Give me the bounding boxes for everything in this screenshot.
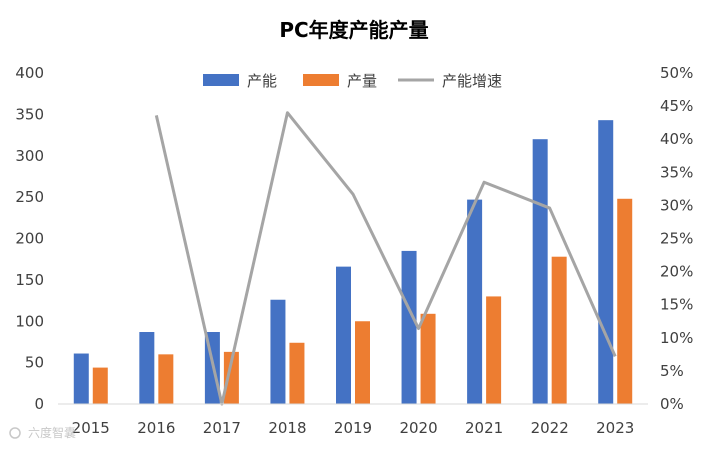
x-tick-label: 2016 [137, 419, 175, 437]
y-left-tick-label: 350 [15, 105, 44, 123]
y-right-tick-label: 25% [660, 230, 693, 248]
bar-产能-2022 [532, 139, 548, 404]
y-left-tick-label: 200 [15, 230, 44, 248]
y-right-tick-label: 40% [660, 130, 693, 148]
y-right-tick-label: 50% [660, 64, 693, 82]
line-产能增速 [154, 111, 617, 406]
y-left-tick-label: 400 [15, 64, 44, 82]
y-left-tick-label: 300 [15, 147, 44, 165]
x-tick-label: 2018 [268, 419, 306, 437]
y-right-tick-label: 10% [660, 329, 693, 347]
bar-产量-2017 [223, 351, 239, 404]
bar-产能-2015 [73, 353, 89, 404]
y-left-tick-label: 0 [34, 395, 44, 413]
x-tick-label: 2022 [531, 419, 569, 437]
x-tick-label: 2023 [596, 419, 634, 437]
lines [154, 111, 617, 406]
bar-产能-2020 [401, 250, 417, 404]
legend: 产能 产量 产能增速 [203, 72, 502, 90]
y-left-axis: 0 50 100 150 200 250 300 350 400 [15, 64, 44, 413]
x-axis: 2015 2016 2017 2018 2019 2020 2021 2022 2023 [72, 419, 635, 437]
bar-产量-2018 [289, 342, 305, 404]
y-right-tick-label: 5% [660, 362, 684, 380]
y-left-tick-label: 100 [15, 312, 44, 330]
bar-产能-2019 [336, 266, 351, 404]
y-left-tick-label: 150 [15, 271, 44, 289]
y-right-tick-label: 35% [660, 163, 693, 181]
bar-产量-2020 [420, 313, 436, 404]
y-right-tick-label: 0% [660, 395, 684, 413]
bar-产能-2016 [139, 332, 155, 404]
bar-产量-2016 [158, 354, 174, 404]
x-tick-label: 2021 [465, 419, 503, 437]
bar-产量-2023 [617, 198, 633, 404]
bar-产能-2018 [270, 299, 286, 404]
x-tick-label: 2015 [72, 419, 110, 437]
legend-swatch-产能 [203, 74, 239, 86]
x-tick-label: 2019 [334, 419, 372, 437]
bars [73, 120, 633, 404]
watermark: 六度智囊 [9, 425, 76, 440]
y-right-tick-label: 45% [660, 97, 693, 115]
chart-title: PC年度产能产量 [279, 18, 428, 42]
bar-产量-2021 [486, 296, 502, 404]
bar-产能-2021 [467, 199, 483, 404]
y-right-tick-label: 30% [660, 196, 693, 214]
bar-产量-2019 [355, 321, 370, 404]
watermark-logo-icon [9, 427, 21, 439]
y-right-tick-label: 15% [660, 296, 693, 314]
watermark-text: 六度智囊 [28, 425, 76, 440]
legend-label-产量: 产量 [347, 72, 377, 90]
bar-产量-2015 [92, 367, 108, 404]
bar-产量-2022 [551, 256, 567, 404]
legend-label-产能: 产能 [247, 72, 277, 90]
bar-产能-2023 [598, 120, 614, 404]
legend-label-产能增速: 产能增速 [442, 72, 502, 90]
y-left-tick-label: 50 [25, 354, 44, 372]
y-right-axis: 0% 5% 10% 15% 20% 25% 30% 35% 40% 45% 50% [660, 64, 693, 413]
legend-swatch-产量 [303, 74, 339, 86]
y-right-tick-label: 20% [660, 263, 693, 281]
x-tick-label: 2020 [399, 419, 437, 437]
x-tick-label: 2017 [203, 419, 241, 437]
y-left-tick-label: 250 [15, 188, 44, 206]
